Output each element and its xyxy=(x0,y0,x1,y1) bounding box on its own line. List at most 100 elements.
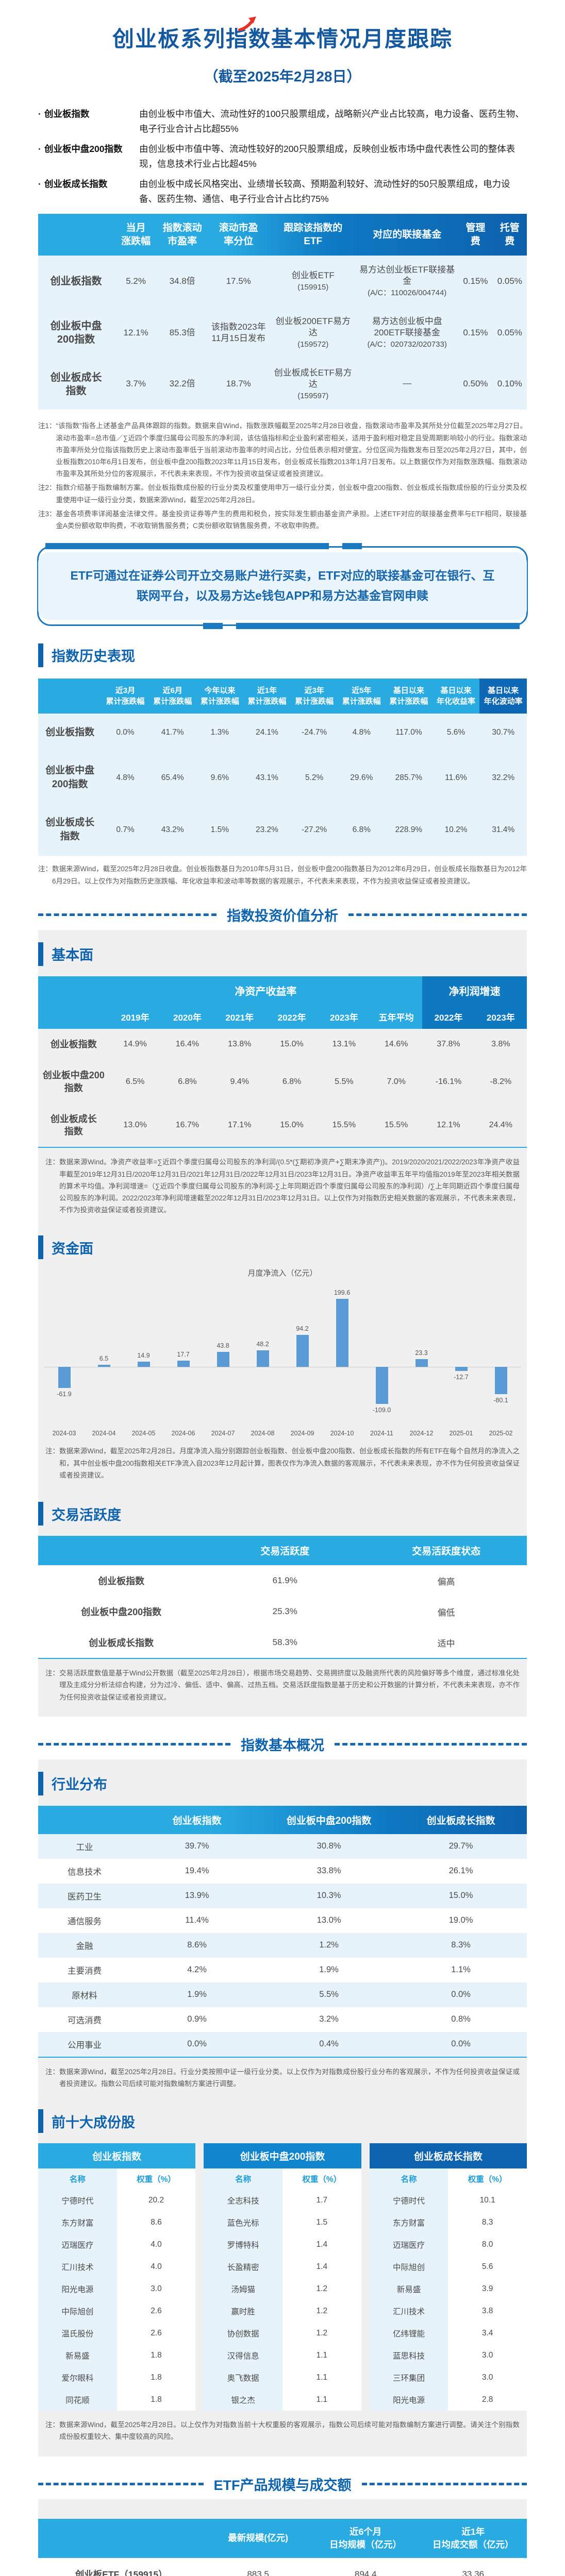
list-item: 创业板指数 由创业板中市值大、流动性好的100只股票组成，战略新兴产业占比较高，… xyxy=(38,107,527,137)
section-bar-icon xyxy=(38,942,43,966)
bar-column: 6.5 xyxy=(84,1283,124,1428)
stock-weight-cell: 3.0 xyxy=(448,2366,527,2389)
bar-chart-plot: -61.9 6.5 14.9 17.7 43.8 48.2 94.2 199.6 -109.0 2… xyxy=(44,1283,521,1428)
stock-weight-cell: 10.1 xyxy=(448,2189,527,2212)
value-cell: 5.5% xyxy=(335,1077,354,1086)
index-name-cell: 创业板成长 指数 xyxy=(50,1113,97,1137)
bar-column: -109.0 xyxy=(362,1283,402,1428)
etf-purchase-callout: ETF可通过在证券公司开立交易账户进行买卖，ETF对应的联接基金可在银行、互联网… xyxy=(37,543,528,629)
dashed-line xyxy=(348,913,527,916)
group-header-roe: 净资产收益率 xyxy=(109,976,423,1005)
etf-products-block: 最新规模(亿元) 近6个月 日均规模（亿元） 近1年 日均成交额（亿元） 创业板… xyxy=(38,2499,527,2576)
table-row: 公用事业 0.0% 0.4% 0.0% xyxy=(38,2031,527,2057)
value-cell: 13.0% xyxy=(123,1121,147,1130)
stock-name-cell: 爱尔眼科 xyxy=(38,2366,117,2389)
stock-weight-cell: 1.4 xyxy=(282,2233,361,2256)
x-axis-label: 2024-06 xyxy=(171,1430,195,1437)
dashed-line xyxy=(38,2482,204,2485)
index-description: 由创业板中市值大、流动性好的100只股票组成，战略新兴产业占比较高，电力设备、医… xyxy=(139,109,524,134)
index-overview-table: 当月 涨跌幅 指数滚动 市盈率 滚动市盈 率分位 跟踪该指数的 ETF 对应的联… xyxy=(38,214,527,410)
value-cell: 33.8% xyxy=(317,1866,341,1876)
table-header-row: 创业板成长指数 xyxy=(369,2143,527,2169)
monthly-net-inflow-chart: 月度净流入（亿元） -61.9 6.5 14.9 17.7 43.8 48.2 94.2 19… xyxy=(38,1267,527,1437)
stock-name-cell: 全志科技 xyxy=(204,2189,282,2212)
column-header: 跟踪该指数的 ETF xyxy=(284,223,343,247)
stock-weight-cell: 8.0 xyxy=(448,2233,527,2256)
x-axis-label: 2024-03 xyxy=(52,1430,76,1437)
value-cell: 32.2% xyxy=(492,773,515,782)
footnote-label: 注： xyxy=(38,865,52,873)
value-cell: 15.0% xyxy=(280,1121,304,1130)
stock-weight-cell: 1.7 xyxy=(282,2189,361,2212)
value-cell: 285.7% xyxy=(395,773,423,782)
value-cell: 0.0% xyxy=(187,2039,207,2049)
table-row: 创业板指数 5.2% 34.8倍 17.5% 创业板ETF (159915) 易方… xyxy=(38,256,527,307)
stock-weight-cell: 1.8 xyxy=(117,2388,196,2411)
value-cell: 10.2% xyxy=(444,825,468,834)
bar-value-label: 6.5 xyxy=(99,1355,109,1363)
activity-status-cell: 适中 xyxy=(437,1638,455,1649)
stock-weight-cell: 1.2 xyxy=(282,2322,361,2345)
dashed-line xyxy=(335,1742,527,1745)
value-cell: -8.2% xyxy=(490,1077,512,1086)
x-axis-label: 2024-07 xyxy=(211,1430,235,1437)
bar xyxy=(177,1361,190,1367)
stock-name-cell: 阳光电源 xyxy=(369,2388,448,2411)
feeder-name: 易方达创业板中盘200ETF联接基金 xyxy=(372,316,442,338)
stock-weight-cell: 1.2 xyxy=(282,2300,361,2323)
footnote: 注2： 指数介绍基于指数编制方案。创业板指数成份股的行业分类及权重使用申万一级行业… xyxy=(38,482,527,505)
value-cell: 24.1% xyxy=(256,727,278,737)
value-cell: 10.3% xyxy=(317,1891,341,1901)
table-row: 创业板ETF（159915） 883.5 894.4 33.36 xyxy=(38,2558,527,2576)
table-header-row: 最新规模(亿元) 近6个月 日均规模（亿元） 近1年 日均成交额（亿元） xyxy=(38,2518,527,2558)
value-cell: 11.6% xyxy=(445,773,467,782)
group-header-profit-growth: 净利润增速 xyxy=(422,976,527,1005)
table-row: 东方财富 8.3 xyxy=(369,2211,527,2234)
stock-name-cell: 亿纬锂能 xyxy=(369,2322,448,2345)
value-cell: -16.1% xyxy=(435,1077,462,1086)
etf-cell: 创业板成长ETF易方达 (159597) xyxy=(270,359,356,410)
value-cell: 13.8% xyxy=(228,1040,252,1049)
table-row: 迈瑞医疗 4.0 xyxy=(38,2233,196,2256)
value-cell: 8.6% xyxy=(187,1940,207,1950)
table-row: 新易盛 3.9 xyxy=(369,2278,527,2300)
table-row: 全志科技 1.7 xyxy=(204,2189,361,2212)
column-header: 近6月 累计涨跌幅 xyxy=(148,678,196,714)
table-row: 创业板成长 指数 13.0% 16.7% 17.1% 15.0% 15.5% 1… xyxy=(38,1104,527,1148)
table-row: 创业板指数 0.0% 41.7% 1.3% 24.1% -24.7% 4.8% … xyxy=(38,714,527,752)
table-row: 创业板中盘 200指数 12.1% 85.3倍 该指数2023年 11月15日发… xyxy=(38,307,527,359)
bar-column: 94.2 xyxy=(282,1283,322,1428)
bar-column: -61.9 xyxy=(44,1283,84,1428)
callout-decor-bar xyxy=(203,622,223,629)
activity-status-cell: 偏低 xyxy=(437,1607,455,1618)
weight-column-header: 权重（%） xyxy=(117,2168,196,2190)
feeder-fund-cell: 易方达创业板中盘200ETF联接基金 (A/C：020732/020733) xyxy=(356,307,458,359)
fundamentals-table: 净资产收益率 净利润增速 2019年 2020年 2021年 2022年 202… xyxy=(38,976,527,1148)
value-cell: 43.2% xyxy=(161,825,184,834)
table-row: 创业板中盘200指数 25.3% 偏低 xyxy=(38,1596,527,1627)
section-divider-value-analysis: 指数投资价值分析 xyxy=(38,905,527,925)
bar-column: 199.6 xyxy=(322,1283,362,1428)
blank-header-cell xyxy=(38,214,114,256)
table-row: 奥飞数据 1.1 xyxy=(204,2366,361,2389)
column-header: 创业板指数 xyxy=(172,1815,222,1826)
blank-header-cell xyxy=(38,678,102,714)
bar-value-label: 23.3 xyxy=(415,1349,428,1357)
stock-weight-cell: 4.0 xyxy=(117,2233,196,2256)
value-cell: 8.3% xyxy=(451,1940,471,1950)
stock-weight-cell: 3.0 xyxy=(448,2344,527,2367)
footnote: 注1： “该指数”指各上述基金产品具体跟踪的指数。数据来自Wind，指数涨跌幅截至… xyxy=(38,420,527,480)
section-title: 资金面 xyxy=(52,1241,93,1257)
top-holdings-tables: 创业板指数 名称 权重（%） 宁德时代 20.2 东方财富 8.6 迈瑞医疗 4.0 汇川技术 4.… xyxy=(38,2143,527,2411)
footnote-text: “该指数”指各上述基金产品具体跟踪的指数。数据来自Wind，指数涨跌幅截至202… xyxy=(56,422,527,478)
column-header: 近3月 累计涨跌幅 xyxy=(102,678,149,714)
table-row: 同花顺 1.8 xyxy=(38,2388,196,2411)
index-name-cell: 创业板指数 xyxy=(50,1039,97,1049)
bar-value-label: 199.6 xyxy=(334,1289,351,1297)
value-cell: 15.0% xyxy=(448,1891,473,1901)
feeder-fund-cell: — xyxy=(356,359,458,410)
section-title: 行业分布 xyxy=(52,1777,107,1793)
value-cell: 0.0% xyxy=(451,2039,471,2049)
value-cell: 883.5 xyxy=(247,2569,269,2576)
table-row: 汇川技术 4.0 xyxy=(38,2256,196,2278)
